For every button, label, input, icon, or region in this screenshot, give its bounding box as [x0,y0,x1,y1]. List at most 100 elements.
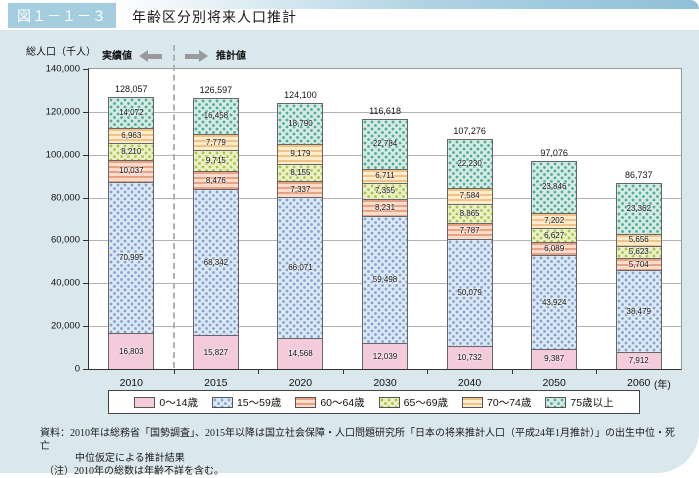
bar-segment-value: 22,230 [448,160,492,168]
x-axis-tick [174,370,175,374]
y-tick-label: 100,000 [46,149,80,160]
legend-swatch [212,397,233,408]
bar-segment-value: 10,037 [109,167,153,175]
bar-segment-value: 9,387 [532,355,576,363]
bar-segment-value: 8,231 [363,204,407,212]
bar-segment: 9,715 [194,150,238,171]
source-note-line-1: 資料：2010年は総務省「国勢調査」、2015年以降は国立社会保障・人口問題研究… [40,428,680,453]
x-tick-label: 2050 [542,377,565,389]
actual-values-label: 実績値 [102,47,132,62]
bar-segment-value: 59,498 [363,276,407,284]
bar-segment-value: 6,089 [532,245,576,253]
legend-swatch [545,397,566,408]
bar-segment-value: 66,071 [278,264,322,272]
bar-segment-value: 7,202 [532,217,576,225]
x-axis-tick [258,370,259,374]
legend-label: 0～14歳 [159,395,198,410]
bar-segment-value: 6,963 [109,132,153,140]
bar-total-label: 126,597 [200,85,233,95]
bar-segment: 6,089 [532,242,576,255]
bar-segment: 68,342 [194,189,238,335]
y-tick-label: 40,000 [51,278,80,289]
stacked-bar-2050: 23,846 7,202 6,627 6,089 43,924 9,387 [531,161,577,369]
y-axis-tick [83,112,88,113]
bar-segment-value: 38,479 [617,308,661,316]
bar-total-label: 116,618 [369,106,401,116]
actual-projected-divider [173,45,175,368]
bar-segment: 7,779 [194,134,238,151]
legend-swatch [295,397,316,408]
bar-total-label: 97,076 [540,148,568,158]
bar-segment-value: 7,584 [448,192,492,200]
bar-segment: 6,627 [532,228,576,242]
bar-segment: 6,711 [363,169,407,183]
bar-segment: 7,202 [532,213,576,228]
bar-segment: 8,231 [363,199,407,217]
category-cell: 22,784 6,711 7,355 8,231 59,498 12,039 116,618 [343,69,428,369]
bar-segment: 59,498 [363,216,407,343]
bar-segment: 18,790 [278,104,322,144]
legend-swatch [462,397,483,408]
bar-segment: 7,912 [617,352,661,369]
projected-values-label: 推計値 [216,47,246,62]
bar-segment-value: 8,210 [109,148,153,156]
legend-swatch [134,397,155,408]
bar-segment-value: 7,355 [363,187,407,195]
bar-segment: 7,355 [363,183,407,199]
y-axis-tick [83,326,88,327]
bar-segment: 8,476 [194,171,238,189]
bar-segment-value: 5,656 [617,236,661,244]
bar-segment: 14,072 [109,98,153,128]
bar-segment-value: 9,179 [278,150,322,158]
bar-segment: 15,827 [194,335,238,369]
bar-segment-value: 6,627 [532,232,576,240]
bar-segment-value: 43,924 [532,299,576,307]
bar-segment: 50,079 [448,239,492,346]
bar-segment: 22,230 [448,140,492,187]
bar-segment: 23,846 [532,162,576,213]
bar-segment: 12,039 [363,343,407,369]
y-tick-label: 140,000 [46,64,80,75]
bar-segment-value: 6,711 [363,172,407,180]
bar-segment-value: 14,568 [278,350,322,358]
bar-segment-value: 68,342 [194,259,238,267]
x-axis-tick [343,370,344,374]
bar-segment-value: 9,715 [194,157,238,165]
bar-segment: 5,623 [617,246,661,258]
figure-header: 図１－１－３ 年齢区分別将来人口推計 [0,0,699,30]
legend-item: 60～64歳 [295,395,364,410]
figure-title: 年齢区分別将来人口推計 [132,7,297,27]
legend-item: 70～74歳 [462,395,531,410]
legend-label: 65～69歳 [404,395,448,410]
y-axis-tick [83,198,88,199]
bar-total-label: 107,276 [453,126,486,136]
bar-segment: 7,787 [448,223,492,240]
x-tick-label: 2030 [373,377,396,389]
category-cell: 23,846 7,202 6,627 6,089 43,924 9,387 97,076 [512,69,597,369]
bar-segment: 16,458 [194,99,238,134]
bar-segment: 22,784 [363,120,407,169]
y-axis-tick [83,69,88,70]
bar-segment: 9,179 [278,144,322,164]
x-tick-label: 2040 [458,377,481,389]
legend-item: 15～59歳 [212,395,281,410]
bar-segment-value: 22,784 [363,140,407,148]
y-axis-tick [83,240,88,241]
bar-segment-value: 5,704 [617,261,661,269]
bar-total-label: 128,057 [115,84,148,94]
y-axis-tick [83,155,88,156]
y-axis-tick [83,283,88,284]
bar-segment-value: 5,623 [617,248,661,256]
bar-segment: 8,155 [278,164,322,181]
bar-segment-value: 15,827 [194,349,238,357]
